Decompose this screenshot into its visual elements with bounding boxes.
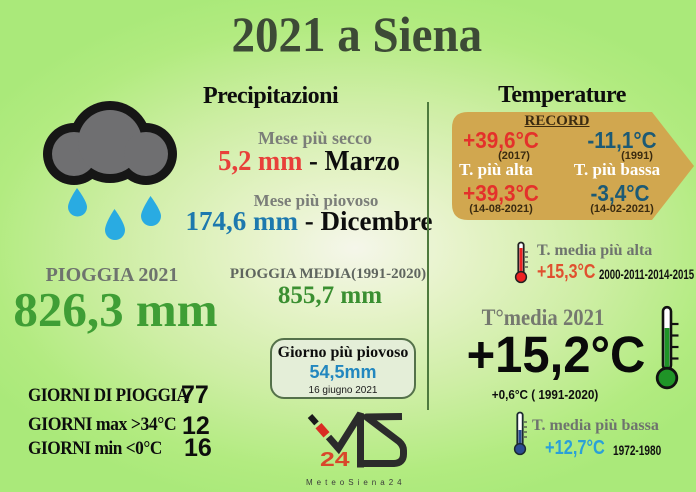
svg-text:24: 24 — [320, 448, 350, 470]
svg-text:MeteoSiena24: MeteoSiena24 — [306, 478, 406, 487]
